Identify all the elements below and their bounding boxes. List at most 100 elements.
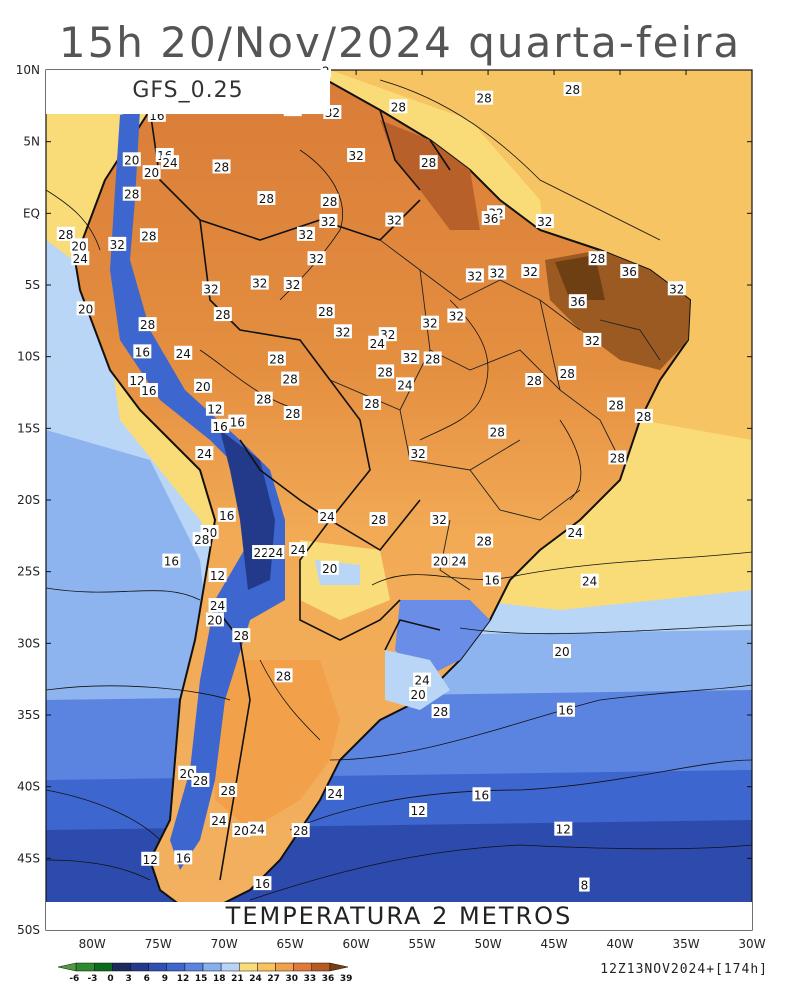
contour-label: 12 bbox=[556, 823, 571, 837]
contour-label-bg bbox=[580, 573, 599, 588]
contour-label-bg bbox=[69, 238, 88, 253]
lat-label: 5S bbox=[25, 278, 40, 292]
contour-label: 20 bbox=[433, 555, 448, 569]
lon-label: 60W bbox=[343, 937, 370, 951]
contour-label-bg bbox=[228, 414, 247, 429]
lon-label: 75W bbox=[145, 937, 172, 951]
contour-label-bg bbox=[174, 345, 193, 360]
contour-label-bg bbox=[389, 99, 408, 114]
contour-label-bg bbox=[191, 772, 210, 787]
contour-label-bg bbox=[667, 281, 686, 296]
contour-label: 28 bbox=[476, 92, 491, 106]
contour-label-bg bbox=[252, 545, 271, 560]
colorbar-swatch bbox=[239, 962, 258, 972]
contour-label: 24 bbox=[290, 543, 305, 557]
contour-label-bg bbox=[205, 612, 224, 627]
northeast-heat-core bbox=[555, 255, 605, 300]
lon-label: 80W bbox=[79, 937, 106, 951]
contour-label: 28 bbox=[371, 513, 386, 527]
contour-label-bg bbox=[248, 821, 267, 836]
contour-label: 32 bbox=[335, 325, 350, 339]
contour-label: 28 bbox=[214, 160, 229, 174]
contour-label: 28 bbox=[293, 824, 308, 838]
colorbar-tick-label: 24 bbox=[249, 974, 262, 984]
colorbar-swatch bbox=[275, 962, 294, 972]
colorbar-swatch bbox=[148, 962, 167, 972]
contour-label: 24 bbox=[370, 337, 385, 351]
contour-label: 12 bbox=[410, 804, 425, 818]
contour-label-bg bbox=[558, 365, 577, 380]
contour-label-bg bbox=[488, 424, 507, 439]
latitude-axis: 10N 5N EQ 5S 10S 15S 20S 25S 30S 35S 40S 45S 50S bbox=[16, 63, 752, 937]
contour-label: 28 bbox=[391, 100, 406, 114]
contour-label: 28 bbox=[590, 252, 605, 266]
contour-label-bg bbox=[296, 226, 315, 241]
product-label: TEMPERATURA 2 METROS bbox=[225, 902, 573, 930]
contour-label: 28 bbox=[425, 353, 440, 367]
contour-label-bg bbox=[465, 268, 484, 283]
amazon-mouth-heat bbox=[380, 120, 480, 230]
colorbar-swatch bbox=[130, 962, 149, 972]
lon-label: 40W bbox=[606, 937, 633, 951]
contour-label: 28 bbox=[322, 195, 337, 209]
contour-label: 16 bbox=[230, 416, 245, 430]
contour-label-bg bbox=[253, 876, 272, 891]
contour-label: 32 bbox=[490, 267, 505, 281]
lat-label: 50S bbox=[17, 923, 40, 937]
colorbar-tick-label: 6 bbox=[144, 974, 150, 984]
contour-label: 28 bbox=[318, 305, 333, 319]
contour-label: 28 bbox=[256, 393, 271, 407]
lat-label: 20S bbox=[17, 493, 40, 507]
contour-label-bg bbox=[201, 281, 220, 296]
contour-label-bg bbox=[430, 512, 449, 527]
colorbar-swatch bbox=[75, 962, 95, 972]
contour-label: 16 bbox=[474, 788, 489, 802]
contour-label-bg bbox=[579, 877, 590, 892]
contour-label-bg bbox=[141, 851, 160, 866]
contour-label-bg bbox=[232, 823, 251, 838]
contour-label: 20 bbox=[322, 562, 337, 576]
contour-label-bg bbox=[333, 324, 352, 339]
colorbar-tick-label: 18 bbox=[213, 974, 226, 984]
contour-label: 28 bbox=[140, 318, 155, 332]
contour-label-bg bbox=[161, 155, 180, 170]
contour-label: 12 bbox=[207, 403, 222, 417]
lat-label: 45S bbox=[17, 851, 40, 865]
contour-label: 20 bbox=[410, 688, 425, 702]
contour-label-bg bbox=[620, 264, 639, 279]
product-label-box: TEMPERATURA 2 METROS bbox=[46, 902, 752, 930]
lon-label: 50W bbox=[475, 937, 502, 951]
contour-label: 32 bbox=[410, 447, 425, 461]
lat-label: 15S bbox=[17, 421, 40, 435]
model-label: GFS_0.25 bbox=[132, 78, 244, 103]
contour-label-bg bbox=[142, 165, 161, 180]
colorbar: -6 -3 0 3 6 9 12 15 18 21 24 27 30 33 36 39 bbox=[57, 962, 353, 984]
contour-label: 32 bbox=[403, 351, 418, 365]
colorbar-tick-label: 39 bbox=[340, 974, 353, 984]
contour-label-bg bbox=[552, 643, 571, 658]
lat-label: 10N bbox=[16, 63, 40, 77]
contour-label: 24 bbox=[211, 814, 226, 828]
contour-label: 28 bbox=[124, 188, 139, 202]
model-label-box: GFS_0.25 bbox=[46, 70, 330, 114]
contour-label: 16 bbox=[164, 555, 179, 569]
colorbar-swatch bbox=[112, 962, 131, 972]
contour-label: 36 bbox=[483, 212, 498, 226]
contour-label: 28 bbox=[560, 367, 575, 381]
contour-label: 20 bbox=[71, 239, 86, 253]
contour-label: 16 bbox=[141, 384, 156, 398]
contour-label: 24 bbox=[451, 555, 466, 569]
contour-label-bg bbox=[318, 509, 337, 524]
lat-label: 30S bbox=[17, 636, 40, 650]
contour-label: 24 bbox=[327, 787, 342, 801]
contour-label: 28 bbox=[215, 308, 230, 322]
contour-label: 16 bbox=[135, 345, 150, 359]
colorbar-swatch bbox=[293, 962, 312, 972]
contour-label: 36 bbox=[570, 295, 585, 309]
lon-label: 55W bbox=[409, 937, 436, 951]
contour-label-bg bbox=[419, 155, 438, 170]
contour-label-bg bbox=[447, 308, 466, 323]
contour-label: 16 bbox=[219, 509, 234, 523]
contour-label: 32 bbox=[203, 282, 218, 296]
